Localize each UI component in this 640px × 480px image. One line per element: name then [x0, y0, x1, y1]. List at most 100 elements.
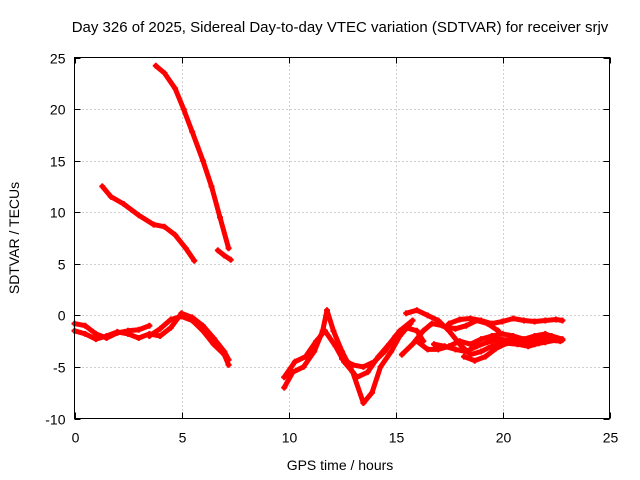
data-point: [135, 212, 142, 219]
data-point: [553, 316, 559, 323]
data-point: [332, 343, 339, 350]
y-tick-label: 10: [50, 205, 66, 221]
data-point: [157, 325, 164, 332]
data-point: [388, 348, 395, 355]
grid-layer: [74, 57, 610, 419]
data-point: [217, 214, 223, 221]
x-axis-label: GPS time / hours: [287, 457, 394, 473]
data-point: [291, 358, 298, 365]
data-point: [413, 307, 420, 314]
data-point: [167, 316, 174, 323]
data-point: [456, 316, 463, 323]
y-tick-label: -5: [53, 360, 66, 376]
data-point: [452, 325, 459, 332]
data-point: [103, 333, 110, 339]
data-point: [559, 317, 566, 324]
data-point: [92, 336, 99, 343]
data-point: [381, 348, 388, 355]
data-point: [82, 330, 89, 337]
data-point: [146, 322, 153, 329]
data-point: [392, 333, 399, 339]
data-point: [420, 327, 427, 334]
data-point: [354, 374, 360, 381]
data-point: [221, 351, 228, 358]
data-point: [538, 335, 544, 341]
data-point: [120, 201, 127, 207]
x-tick-label: 5: [179, 430, 187, 446]
data-point: [199, 327, 206, 334]
data-point: [403, 324, 410, 331]
data-point: [360, 363, 367, 370]
data-point: [488, 333, 495, 339]
data-point: [467, 341, 474, 348]
data-point: [135, 335, 142, 341]
series-arc-mid-descending: [99, 183, 197, 264]
data-point: [208, 183, 215, 190]
data-point: [478, 348, 485, 355]
chart-title: Day 326 of 2025, Sidereal Day-to-day VTE…: [72, 19, 609, 36]
data-point: [446, 320, 452, 327]
data-point: [531, 318, 538, 325]
data-point: [167, 324, 174, 331]
data-point: [300, 363, 307, 370]
data-point: [548, 333, 555, 339]
x-tick-label: 20: [496, 430, 512, 446]
data-point: [527, 339, 534, 346]
data-point: [330, 327, 337, 334]
data-point: [172, 85, 179, 92]
data-point: [424, 312, 431, 319]
series-arc-high-descending: [153, 63, 232, 251]
data-point: [441, 343, 448, 350]
data-point: [227, 256, 234, 263]
y-tick-label: 5: [58, 257, 66, 273]
data-point: [478, 317, 485, 324]
x-tick-label: 15: [389, 430, 405, 446]
y-axis-label: SDTVAR / TECUs: [6, 182, 22, 294]
data-point: [377, 363, 384, 370]
data-point: [313, 338, 320, 345]
data-point: [311, 348, 318, 355]
data-point: [157, 333, 164, 339]
data-point: [189, 317, 196, 324]
data-point: [452, 346, 459, 353]
data-point: [364, 369, 371, 376]
data-point: [499, 318, 506, 325]
data-point: [456, 338, 463, 345]
data-point: [478, 336, 485, 343]
data-point: [135, 326, 142, 333]
data-point: [182, 245, 189, 252]
data-point: [431, 341, 437, 348]
data-point: [471, 357, 478, 364]
data-point: [424, 346, 431, 353]
data-point: [150, 221, 157, 228]
data-point: [398, 351, 405, 358]
data-point: [199, 157, 206, 164]
data-point: [473, 343, 480, 350]
data-point: [321, 327, 328, 334]
data-point: [463, 322, 470, 329]
data-point: [409, 317, 416, 324]
data-point: [214, 247, 221, 254]
y-tick-label: -10: [45, 412, 65, 428]
data-point: [409, 341, 416, 348]
data-point: [146, 333, 153, 339]
y-tick-label: 0: [58, 308, 66, 324]
data-point: [360, 400, 367, 406]
data-point: [467, 315, 474, 322]
data-point: [510, 315, 517, 322]
data-point: [403, 310, 410, 317]
series-layer: [71, 62, 566, 406]
y-tick-label: 25: [50, 51, 66, 67]
y-tick-label: 15: [50, 154, 66, 170]
data-point: [505, 337, 512, 344]
series-arc-late-d: [461, 337, 563, 364]
data-point: [510, 333, 517, 339]
data-point: [178, 313, 185, 320]
data-point: [191, 257, 198, 264]
data-point: [281, 384, 288, 391]
data-point: [281, 374, 288, 381]
data-point: [413, 327, 420, 334]
data-point: [495, 336, 502, 343]
data-point: [482, 353, 489, 360]
